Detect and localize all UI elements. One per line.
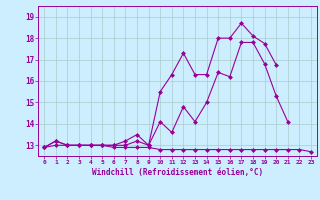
X-axis label: Windchill (Refroidissement éolien,°C): Windchill (Refroidissement éolien,°C): [92, 168, 263, 177]
